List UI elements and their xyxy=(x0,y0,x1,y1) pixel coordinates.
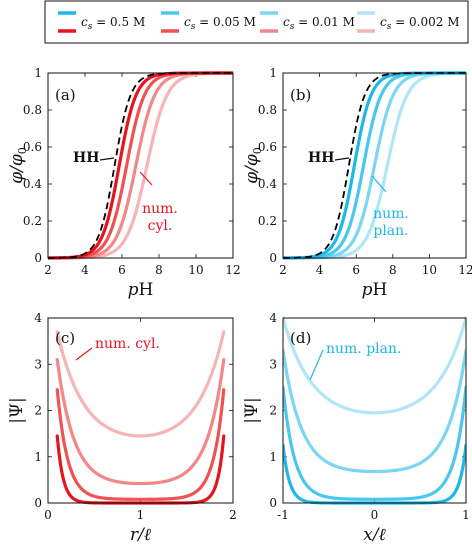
x-tick-label: 2 xyxy=(229,508,237,522)
y-axis-label: φ/φ0 xyxy=(7,147,29,184)
legend-box xyxy=(44,0,469,44)
plot-frame xyxy=(47,72,234,259)
plot-frame xyxy=(282,72,467,259)
legend-entry-label: cs = 0.002 M xyxy=(380,15,460,32)
x-tick-label: 0 xyxy=(44,508,52,522)
legend-entry-label: cs = 0.01 M xyxy=(283,15,355,32)
x-tick-label: 6 xyxy=(118,263,126,277)
y-axis-label: |Ψ| xyxy=(242,397,262,423)
y-tick-label: 0.8 xyxy=(258,103,277,117)
x-tick-label: 2 xyxy=(279,263,287,277)
y-tick-label: 0.6 xyxy=(258,140,277,154)
y-tick-label: 4 xyxy=(269,311,277,325)
x-axis-label: r/ℓ xyxy=(130,525,151,545)
x-tick-label: 10 xyxy=(188,263,203,277)
panel-label: (a) xyxy=(55,86,76,104)
y-tick-label: 0.8 xyxy=(23,103,42,117)
panel-label: (d) xyxy=(290,329,311,347)
x-tick-label: 8 xyxy=(389,263,397,277)
series-line-005M xyxy=(55,388,226,501)
hh-reference-line xyxy=(283,72,466,259)
x-tick-label: 12 xyxy=(225,263,240,277)
legend-entry-label: cs = 0.5 M xyxy=(81,15,145,32)
y-tick-label: 1 xyxy=(34,66,42,80)
y-tick-label: 0 xyxy=(269,251,277,265)
x-tick-label: -1 xyxy=(277,508,289,522)
x-tick-label: 4 xyxy=(316,263,324,277)
panel-c: 0 1 2 0 1 2 3 4 (c) r/ℓ |Ψ| num. cyl. xyxy=(7,311,237,545)
y-tick-label: 3 xyxy=(269,357,277,371)
x-tick-label: 2 xyxy=(44,263,52,277)
series-line-001M xyxy=(283,348,466,474)
x-axis-label: x/ℓ xyxy=(363,525,385,545)
y-tick-label: 0.4 xyxy=(23,177,42,191)
y-tick-label: 0.2 xyxy=(258,214,277,228)
y-tick-label: 1 xyxy=(269,450,277,464)
x-tick-label: 0 xyxy=(371,508,379,522)
x-tick-label: 1 xyxy=(137,508,145,522)
annotation-label: num. plan. xyxy=(326,341,401,357)
y-tick-label: 1 xyxy=(34,450,42,464)
annotation-pointer xyxy=(309,349,324,381)
panel-b: 2 4 6 8 10 12 0 0.2 0.4 0.6 0.8 1 (b) pH φ/φ0 HH num. pla… xyxy=(242,66,472,300)
hh-pointer xyxy=(99,157,115,161)
y-tick-label: 0 xyxy=(269,496,277,510)
x-tick-label: 12 xyxy=(458,263,472,277)
y-tick-label: 2 xyxy=(34,404,42,418)
series-line-0002M xyxy=(283,316,466,415)
series-line-0002M xyxy=(55,330,226,438)
y-tick-label: 0.4 xyxy=(258,177,277,191)
annotation-pointer xyxy=(139,171,153,186)
x-tick-label: 8 xyxy=(155,263,163,277)
x-tick-label: 1 xyxy=(462,508,470,522)
panel-label: (c) xyxy=(55,329,75,347)
annotation-label: num. cyl. xyxy=(142,201,178,234)
x-tick-label: 6 xyxy=(352,263,360,277)
panel-a: 2 4 6 8 10 12 0 0.2 0.4 0.6 0.8 1 (a) pH φ/φ0 HH num. cyl… xyxy=(7,66,241,300)
y-tick-label: 0.6 xyxy=(23,140,42,154)
hh-label: HH xyxy=(73,150,99,166)
y-tick-label: 3 xyxy=(34,357,42,371)
annotation-pointer xyxy=(371,175,387,193)
plot-frame xyxy=(47,317,234,504)
series-line-001M xyxy=(55,358,226,486)
annotation-pointer xyxy=(75,347,93,361)
annotation-label: num. plan. xyxy=(373,206,409,239)
panel-label: (b) xyxy=(290,86,311,104)
x-axis-label: pH xyxy=(362,280,388,300)
y-tick-label: 0 xyxy=(34,251,42,265)
plot-frame xyxy=(282,317,467,504)
y-axis-label: φ/φ0 xyxy=(242,147,264,184)
series-line-05M xyxy=(55,434,226,505)
series-line-005M xyxy=(283,385,466,501)
y-tick-label: 0.2 xyxy=(23,214,42,228)
legend: cs = 0.5 M cs = 0.05 M cs = 0.01 M cs = 0.0… xyxy=(44,0,469,44)
hh-pointer xyxy=(334,157,350,161)
y-axis-label: |Ψ| xyxy=(7,397,27,423)
x-tick-label: 4 xyxy=(81,263,89,277)
x-axis-label: pH xyxy=(128,280,154,300)
x-tick-label: 10 xyxy=(422,263,437,277)
y-tick-label: 2 xyxy=(269,404,277,418)
legend-entry-label: cs = 0.05 M xyxy=(184,15,256,32)
y-tick-label: 1 xyxy=(269,66,277,80)
series-line-05M xyxy=(283,443,466,505)
annotation-label: num. cyl. xyxy=(95,336,160,352)
y-tick-label: 4 xyxy=(34,311,42,325)
hh-label: HH xyxy=(308,150,334,166)
y-tick-label: 0 xyxy=(34,496,42,510)
